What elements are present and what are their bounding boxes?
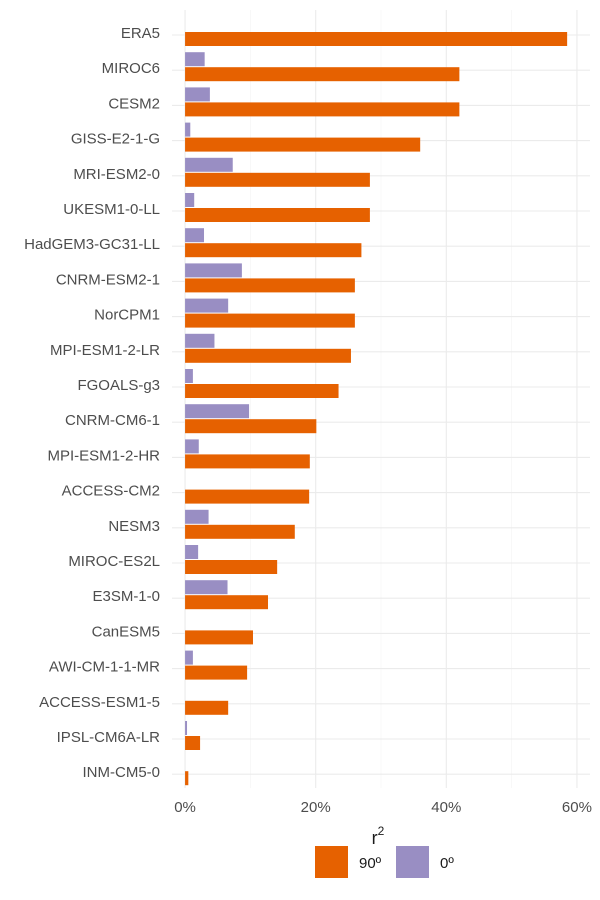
y-tick-label: AWI-CM-1-1-MR xyxy=(49,659,160,676)
bar-90-CanESM5 xyxy=(185,630,253,645)
bar-90-INM-CM5-0 xyxy=(185,771,189,786)
bar-0-HadGEM3-GC31-LL xyxy=(185,228,205,243)
y-tick-label: INM-CM5-0 xyxy=(83,764,161,781)
bar-90-MPI-ESM1-2-HR xyxy=(185,454,310,469)
x-tick-label: 60% xyxy=(562,799,592,816)
y-tick-label: NESM3 xyxy=(108,518,160,535)
legend-title-main: r xyxy=(372,828,378,848)
bar-0-GISS-E2-1-G xyxy=(185,122,191,137)
legend-title: r2 xyxy=(372,824,385,848)
y-tick-label: FGOALS-g3 xyxy=(77,377,160,394)
bar-90-HadGEM3-GC31-LL xyxy=(185,243,362,258)
y-tick-label: MRI-ESM2-0 xyxy=(73,166,160,183)
bar-90-NorCPM1 xyxy=(185,313,355,328)
legend-title-superscript: 2 xyxy=(378,824,385,838)
y-tick-label: CNRM-CM6-1 xyxy=(65,412,160,429)
legend-key-0 xyxy=(396,846,429,878)
bar-0-MPI-ESM1-2-HR xyxy=(185,439,199,454)
y-tick-label: E3SM-1-0 xyxy=(92,588,160,605)
bar-0-NESM3 xyxy=(185,509,209,524)
bar-90-GISS-E2-1-G xyxy=(185,137,421,152)
bar-90-CESM2 xyxy=(185,102,460,117)
y-tick-label: MIROC-ES2L xyxy=(68,553,160,570)
y-tick-label: NorCPM1 xyxy=(94,307,160,324)
y-tick-label: MIROC6 xyxy=(102,60,160,77)
bar-90-CNRM-CM6-1 xyxy=(185,419,317,434)
y-tick-label: CESM2 xyxy=(108,95,160,112)
bar-90-AWI-CM-1-1-MR xyxy=(185,665,248,680)
y-tick-label: GISS-E2-1-G xyxy=(71,131,160,148)
bar-90-ACCESS-CM2 xyxy=(185,489,310,504)
bar-90-ACCESS-ESM1-5 xyxy=(185,700,229,715)
y-tick-label: MPI-ESM1-2-HR xyxy=(47,447,160,464)
bar-0-MIROC-ES2L xyxy=(185,545,199,559)
bar-90-IPSL-CM6A-LR xyxy=(185,736,201,750)
legend-label-0: 0º xyxy=(440,855,454,872)
bar-90-MRI-ESM2-0 xyxy=(185,172,370,187)
y-tick-label: MPI-ESM1-2-LR xyxy=(50,342,160,359)
bar-0-IPSL-CM6A-LR xyxy=(185,721,188,735)
bar-0-E3SM-1-0 xyxy=(185,580,228,595)
bar-90-E3SM-1-0 xyxy=(185,595,269,610)
bar-90-MIROC6 xyxy=(185,67,460,82)
bar-0-MPI-ESM1-2-LR xyxy=(185,333,215,348)
bar-0-FGOALS-g3 xyxy=(185,369,193,383)
bar-0-MRI-ESM2-0 xyxy=(185,157,233,172)
bar-90-MPI-ESM1-2-LR xyxy=(185,348,351,363)
bar-90-NESM3 xyxy=(185,524,295,539)
x-tick-labels: 0% 20% 40% 60% xyxy=(174,799,592,816)
bar-90-MIROC-ES2L xyxy=(185,560,278,574)
bars xyxy=(185,32,568,786)
y-tick-label: ERA5 xyxy=(121,25,160,42)
legend-key-90 xyxy=(315,846,348,878)
bar-0-CESM2 xyxy=(185,87,210,102)
legend: r2 90º 0º xyxy=(315,824,454,878)
x-tick-label: 40% xyxy=(431,799,461,816)
bar-90-ERA5 xyxy=(185,32,568,46)
y-tick-labels: ERA5 MIROC6 CESM2 GISS-E2-1-G MRI-ESM2-0 UKES… xyxy=(24,25,160,781)
bar-90-CNRM-ESM2-1 xyxy=(185,278,355,293)
bar-0-CNRM-CM6-1 xyxy=(185,404,250,419)
x-tick-label: 20% xyxy=(301,799,331,816)
y-tick-label: UKESM1-0-LL xyxy=(63,201,160,218)
y-tick-label: CNRM-ESM2-1 xyxy=(56,271,160,288)
bar-0-AWI-CM-1-1-MR xyxy=(185,650,193,665)
bar-0-UKESM1-0-LL xyxy=(185,193,195,207)
y-tick-label: ACCESS-CM2 xyxy=(62,483,160,500)
bar-90-FGOALS-g3 xyxy=(185,384,339,398)
x-tick-label: 0% xyxy=(174,799,196,816)
y-tick-label: IPSL-CM6A-LR xyxy=(57,729,161,746)
y-tick-label: CanESM5 xyxy=(92,623,160,640)
bar-0-NorCPM1 xyxy=(185,298,229,313)
legend-label-90: 90º xyxy=(359,855,382,872)
bar-90-UKESM1-0-LL xyxy=(185,208,370,222)
y-tick-label: HadGEM3-GC31-LL xyxy=(24,236,160,253)
bar-0-MIROC6 xyxy=(185,52,205,67)
bar-0-CNRM-ESM2-1 xyxy=(185,263,242,278)
y-tick-label: ACCESS-ESM1-5 xyxy=(39,694,160,711)
